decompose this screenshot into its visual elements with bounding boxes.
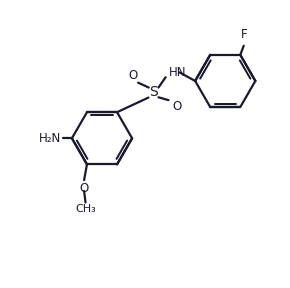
Text: S: S bbox=[149, 86, 158, 99]
Text: HN: HN bbox=[168, 66, 186, 79]
Text: H₂N: H₂N bbox=[39, 132, 61, 145]
Text: O: O bbox=[128, 69, 137, 82]
Text: O: O bbox=[79, 182, 89, 195]
Text: O: O bbox=[172, 100, 181, 113]
Text: F: F bbox=[241, 28, 248, 41]
Text: CH₃: CH₃ bbox=[75, 204, 96, 214]
